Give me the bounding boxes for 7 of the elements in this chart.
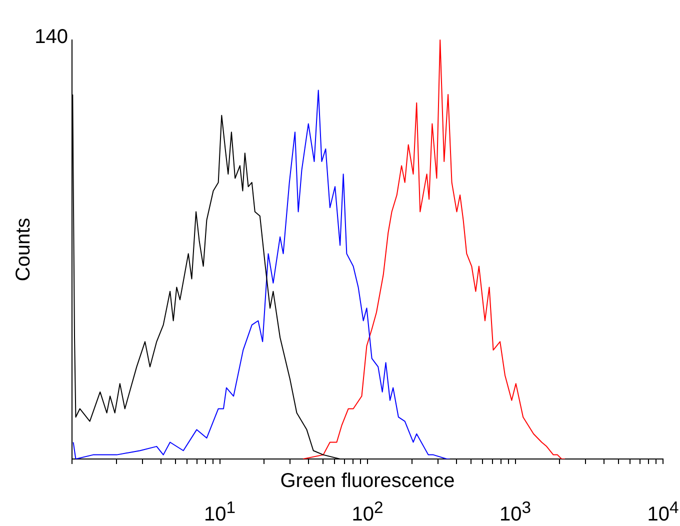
x-tick-label: 10$^{4}$ [647,498,679,526]
y-axis-title: Counts [12,218,35,282]
x-tick-label: 10$^{1}$ [204,498,236,526]
x-tick-label: 10$^{3}$ [499,498,532,526]
x-tick-label: 10$^{2}$ [352,498,384,526]
x-axis-title: Green fluorescence [280,470,455,493]
text: 140 [34,26,68,49]
